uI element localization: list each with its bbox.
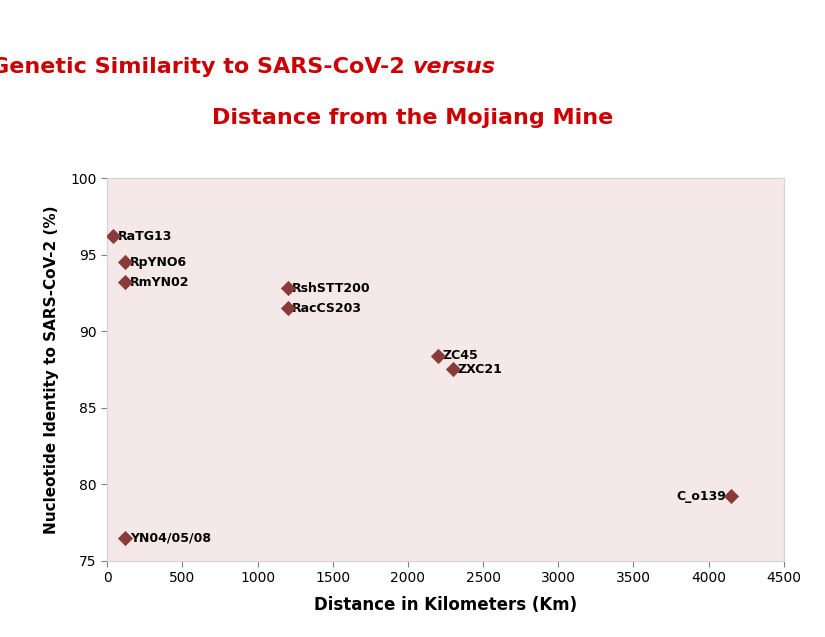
Text: RshSTT200: RshSTT200 — [292, 282, 370, 295]
Text: Distance from the Mojiang Mine: Distance from the Mojiang Mine — [212, 108, 613, 128]
Text: ZXC21: ZXC21 — [458, 363, 502, 376]
Text: ZC45: ZC45 — [442, 349, 478, 362]
Point — [281, 283, 295, 294]
Text: C_o139: C_o139 — [676, 490, 727, 503]
Text: RacCS203: RacCS203 — [292, 302, 362, 315]
Point — [446, 364, 460, 375]
Text: RmYN02: RmYN02 — [130, 276, 189, 289]
Text: RpYNO6: RpYNO6 — [130, 256, 187, 269]
Text: YN04/05/08: YN04/05/08 — [130, 531, 211, 544]
Point — [106, 231, 120, 241]
Y-axis label: Nucleotide Identity to SARS-CoV-2 (%): Nucleotide Identity to SARS-CoV-2 (%) — [45, 205, 59, 534]
Text: Genetic Similarity to SARS-CoV-2: Genetic Similarity to SARS-CoV-2 — [0, 57, 412, 77]
Text: RaTG13: RaTG13 — [118, 230, 172, 243]
Point — [119, 257, 132, 268]
Text: versus: versus — [412, 57, 496, 77]
X-axis label: Distance in Kilometers (Km): Distance in Kilometers (Km) — [314, 596, 577, 614]
Point — [119, 533, 132, 543]
Point — [431, 350, 445, 361]
Point — [724, 491, 738, 501]
Point — [281, 303, 295, 313]
Point — [119, 277, 132, 287]
